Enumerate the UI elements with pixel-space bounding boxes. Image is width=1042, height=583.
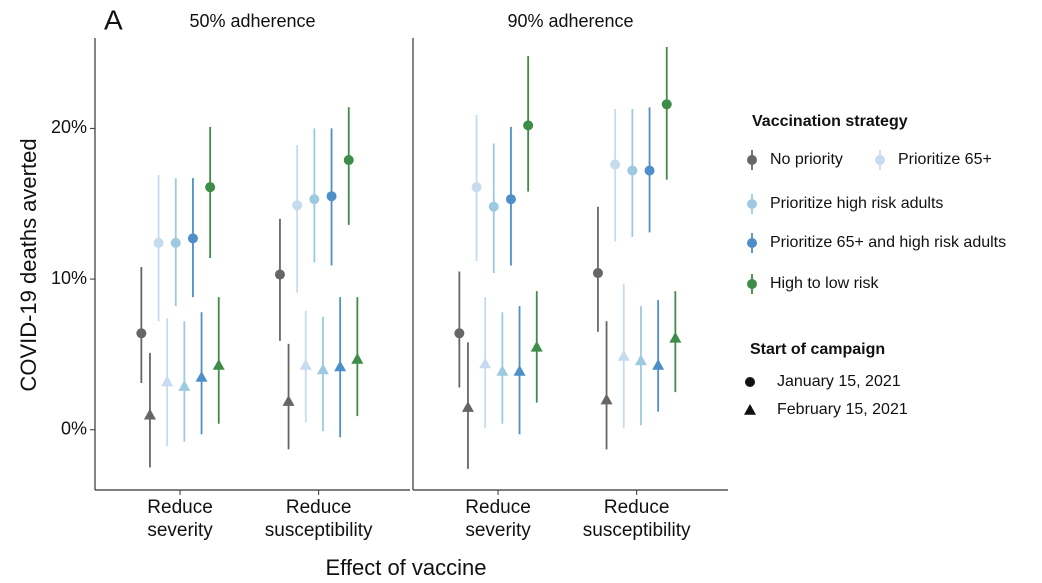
point [153,237,164,248]
point [309,194,320,205]
point [496,364,509,376]
point [505,194,516,205]
x-tick-label: susceptibility [265,520,373,541]
point [282,395,295,406]
x-tick-label: Reduce [147,497,213,518]
point [136,328,147,339]
point [644,165,655,176]
panel-label: A [104,4,123,35]
legend-label: January 15, 2021 [777,373,901,390]
point [627,165,638,176]
point [292,200,303,211]
legend-label: High to low risk [770,275,879,292]
point [617,349,630,361]
point [454,328,465,339]
point [479,357,492,369]
point [299,358,312,370]
point [195,371,208,382]
x-tick-label: severity [465,520,531,541]
point [343,155,354,166]
legend-title: Vaccination strategy [752,113,908,130]
y-tick-label: 20% [51,117,87,137]
point [471,182,482,193]
point [634,354,647,366]
legend-label: Prioritize high risk adults [770,195,943,212]
legend-label: Prioritize 65+ [898,151,992,168]
legend-title: Start of campaign [750,341,885,358]
point [316,363,329,375]
x-tick-label: Reduce [465,497,531,518]
point [592,268,603,279]
point [161,375,174,387]
legend-label: Prioritize 65+ and high risk adults [770,234,1006,251]
point [170,237,181,248]
point [652,358,665,370]
legend-symbol [747,199,757,209]
point [600,393,613,405]
x-tick-label: severity [147,520,213,541]
point [143,408,156,420]
x-tick-label: Reduce [604,497,670,518]
point [334,360,347,372]
point [610,159,621,170]
point [326,191,337,202]
x-tick-label: susceptibility [583,520,691,541]
point [513,364,526,376]
x-axis-label: Effect of vaccine [325,555,486,580]
point [212,358,225,370]
y-axis-label: COVID-19 deaths averted [16,138,41,391]
y-tick-label: 10% [51,268,87,288]
point [488,201,499,212]
point [461,401,474,412]
point [178,380,191,391]
y-tick-label: 0% [61,418,87,438]
point [669,331,682,343]
legend-symbol [745,377,755,387]
x-tick-label: Reduce [286,497,352,518]
point [523,120,534,131]
legend-symbol [747,155,757,165]
legend-symbol [875,155,885,165]
point [351,352,364,364]
legend-symbol [747,279,757,289]
point [187,233,198,244]
legend-symbol [744,404,756,415]
legend-label: February 15, 2021 [777,401,908,418]
facet-title: 90% adherence [507,11,633,31]
legend-symbol [747,238,757,248]
point [530,340,543,352]
facet-title: 50% adherence [189,11,315,31]
point [205,182,216,193]
point [274,269,285,280]
point [661,99,672,110]
legend-label: No priority [770,151,843,168]
